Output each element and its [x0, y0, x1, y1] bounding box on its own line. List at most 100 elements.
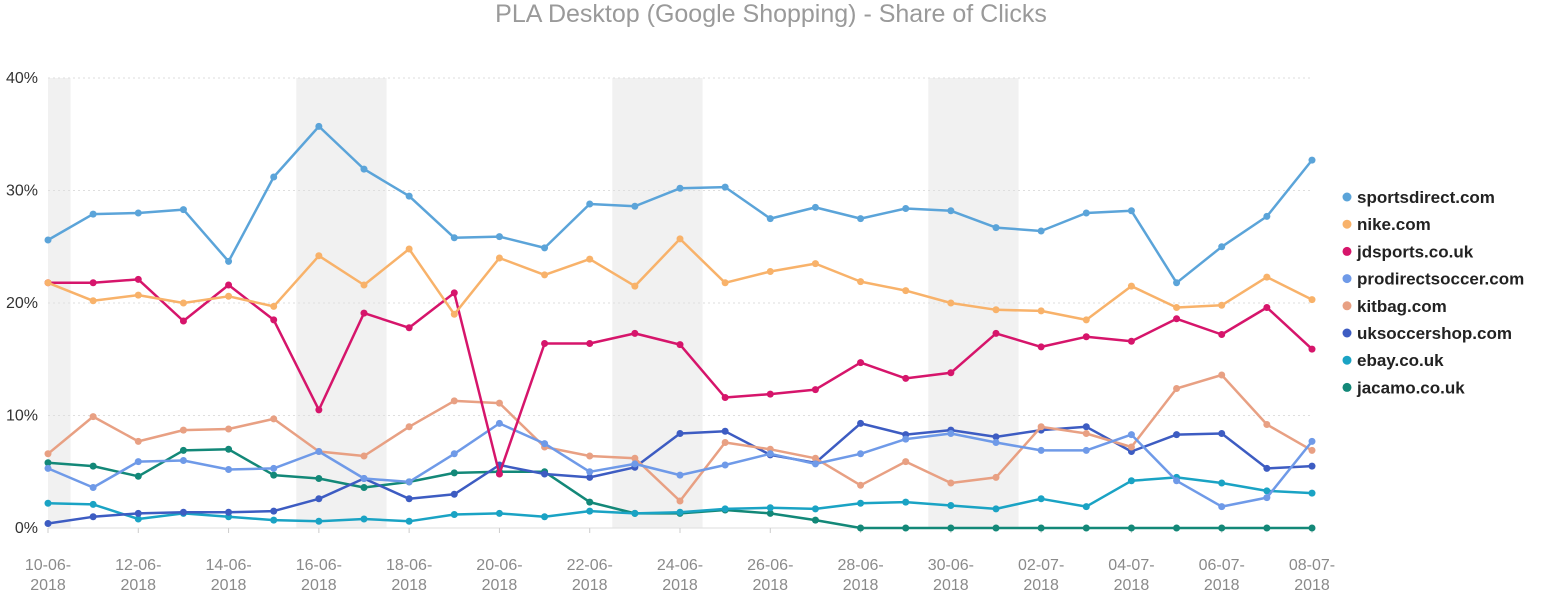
data-point-prodirectsoccer-com: [766, 450, 774, 458]
x-tick-label-year: 2018: [1204, 577, 1240, 592]
data-point-sportsdirect-com: [225, 257, 233, 265]
data-point-prodirectsoccer-com: [405, 478, 413, 486]
legend-item-jacamo-co-uk[interactable]: jacamo.co.uk: [1342, 378, 1466, 397]
legend-item-jdsports-co-uk[interactable]: jdsports.co.uk: [1342, 242, 1474, 261]
data-point-jacamo-co-uk: [1082, 524, 1090, 532]
data-point-jacamo-co-uk: [857, 524, 865, 532]
legend[interactable]: sportsdirect.com nike.com jdsports.co.uk pr…: [1342, 188, 1525, 397]
data-point-sportsdirect-com: [315, 122, 323, 130]
legend-item-sportsdirect-com[interactable]: sportsdirect.com: [1342, 188, 1495, 207]
data-point-nike-com: [1082, 316, 1090, 324]
data-point-prodirectsoccer-com: [811, 460, 819, 468]
data-point-sportsdirect-com: [992, 224, 1000, 232]
data-point-ebay-co-uk: [1263, 487, 1271, 495]
data-point-jacamo-co-uk: [225, 445, 233, 453]
data-point-ebay-co-uk: [1037, 495, 1045, 503]
legend-item-prodirectsoccer-com[interactable]: prodirectsoccer.com: [1342, 270, 1525, 289]
legend-label: jdsports.co.uk: [1356, 242, 1474, 261]
data-point-kitbag-com: [89, 413, 97, 421]
data-point-uksoccershop-com: [676, 430, 684, 437]
data-point-jdsports-co-uk: [1127, 337, 1135, 345]
data-point-jdsports-co-uk: [631, 329, 639, 337]
y-axis: 0% 10% 20% 30% 40%: [6, 70, 38, 537]
y-tick-label: 30%: [6, 183, 38, 200]
data-point-ebay-co-uk: [992, 505, 1000, 513]
x-tick-label: 26-06-: [747, 557, 793, 574]
legend-label: nike.com: [1357, 215, 1431, 234]
data-point-nike-com: [270, 302, 278, 310]
data-point-prodirectsoccer-com: [721, 461, 729, 469]
data-point-ebay-co-uk: [405, 517, 413, 525]
x-tick-label-year: 2018: [482, 577, 518, 592]
data-point-jacamo-co-uk: [360, 484, 368, 491]
y-tick-label: 40%: [6, 70, 38, 87]
data-point-jacamo-co-uk: [179, 446, 187, 454]
data-point-kitbag-com: [992, 473, 1000, 481]
data-point-jdsports-co-uk: [721, 394, 729, 401]
data-point-uksoccershop-com: [1218, 430, 1226, 437]
data-point-nike-com: [1037, 307, 1045, 315]
data-point-kitbag-com: [134, 437, 142, 445]
data-point-uksoccershop-com: [44, 520, 52, 527]
data-point-kitbag-com: [947, 479, 955, 487]
data-point-ebay-co-uk: [676, 508, 684, 516]
x-tick-label: 30-06-: [928, 557, 974, 574]
data-point-uksoccershop-com: [315, 495, 323, 503]
data-point-kitbag-com: [902, 458, 910, 466]
data-point-nike-com: [315, 252, 323, 260]
data-point-ebay-co-uk: [270, 516, 278, 524]
x-tick-label-year: 2018: [120, 577, 156, 592]
data-point-jdsports-co-uk: [179, 317, 187, 325]
x-tick-label-year: 2018: [30, 577, 66, 592]
data-point-nike-com: [360, 281, 368, 289]
data-point-jdsports-co-uk: [1308, 345, 1316, 353]
data-point-uksoccershop-com: [1308, 462, 1316, 470]
legend-item-nike-com[interactable]: nike.com: [1342, 215, 1431, 234]
legend-item-kitbag-com[interactable]: kitbag.com: [1342, 297, 1447, 316]
data-point-kitbag-com: [1127, 443, 1135, 451]
data-point-jdsports-co-uk: [947, 369, 955, 377]
data-point-jdsports-co-uk: [766, 390, 774, 398]
legend-label: kitbag.com: [1357, 297, 1447, 316]
data-point-sportsdirect-com: [1127, 207, 1135, 215]
data-point-kitbag-com: [676, 497, 684, 505]
data-point-sportsdirect-com: [721, 183, 729, 191]
data-point-jacamo-co-uk: [992, 524, 1000, 532]
series-ebay-co-uk: [44, 473, 1316, 525]
x-tick-label: 18-06-: [386, 557, 432, 574]
data-point-prodirectsoccer-com: [225, 466, 233, 473]
data-point-ebay-co-uk: [495, 509, 503, 517]
legend-label: jacamo.co.uk: [1356, 378, 1465, 397]
data-point-nike-com: [766, 268, 774, 275]
data-point-ebay-co-uk: [89, 500, 97, 508]
data-point-uksoccershop-com: [721, 427, 729, 435]
legend-item-ebay-co-uk[interactable]: ebay.co.uk: [1342, 351, 1445, 370]
data-point-nike-com: [541, 271, 549, 279]
data-point-prodirectsoccer-com: [360, 475, 368, 482]
data-point-sportsdirect-com: [44, 236, 52, 244]
data-point-kitbag-com: [405, 423, 413, 431]
data-point-jdsports-co-uk: [405, 324, 413, 332]
data-point-ebay-co-uk: [315, 517, 323, 525]
data-point-ebay-co-uk: [1127, 477, 1135, 485]
data-point-nike-com: [676, 235, 684, 243]
legend-marker: [1342, 219, 1352, 229]
data-point-kitbag-com: [450, 397, 458, 405]
data-point-jacamo-co-uk: [586, 498, 594, 506]
data-point-ebay-co-uk: [902, 498, 910, 506]
legend-item-uksoccershop-com[interactable]: uksoccershop.com: [1342, 324, 1512, 343]
data-point-uksoccershop-com: [1082, 423, 1090, 431]
data-point-sportsdirect-com: [766, 215, 774, 223]
data-point-jdsports-co-uk: [811, 386, 819, 394]
x-tick-label: 28-06-: [837, 557, 883, 574]
data-point-sportsdirect-com: [811, 203, 819, 211]
legend-label: ebay.co.uk: [1357, 351, 1444, 370]
data-point-prodirectsoccer-com: [495, 419, 503, 427]
data-point-jdsports-co-uk: [315, 406, 323, 414]
data-point-ebay-co-uk: [586, 507, 594, 515]
data-point-ebay-co-uk: [1082, 503, 1090, 511]
data-point-prodirectsoccer-com: [992, 439, 1000, 446]
data-point-jdsports-co-uk: [225, 281, 233, 289]
data-point-jdsports-co-uk: [495, 470, 503, 478]
data-point-jacamo-co-uk: [450, 469, 458, 477]
